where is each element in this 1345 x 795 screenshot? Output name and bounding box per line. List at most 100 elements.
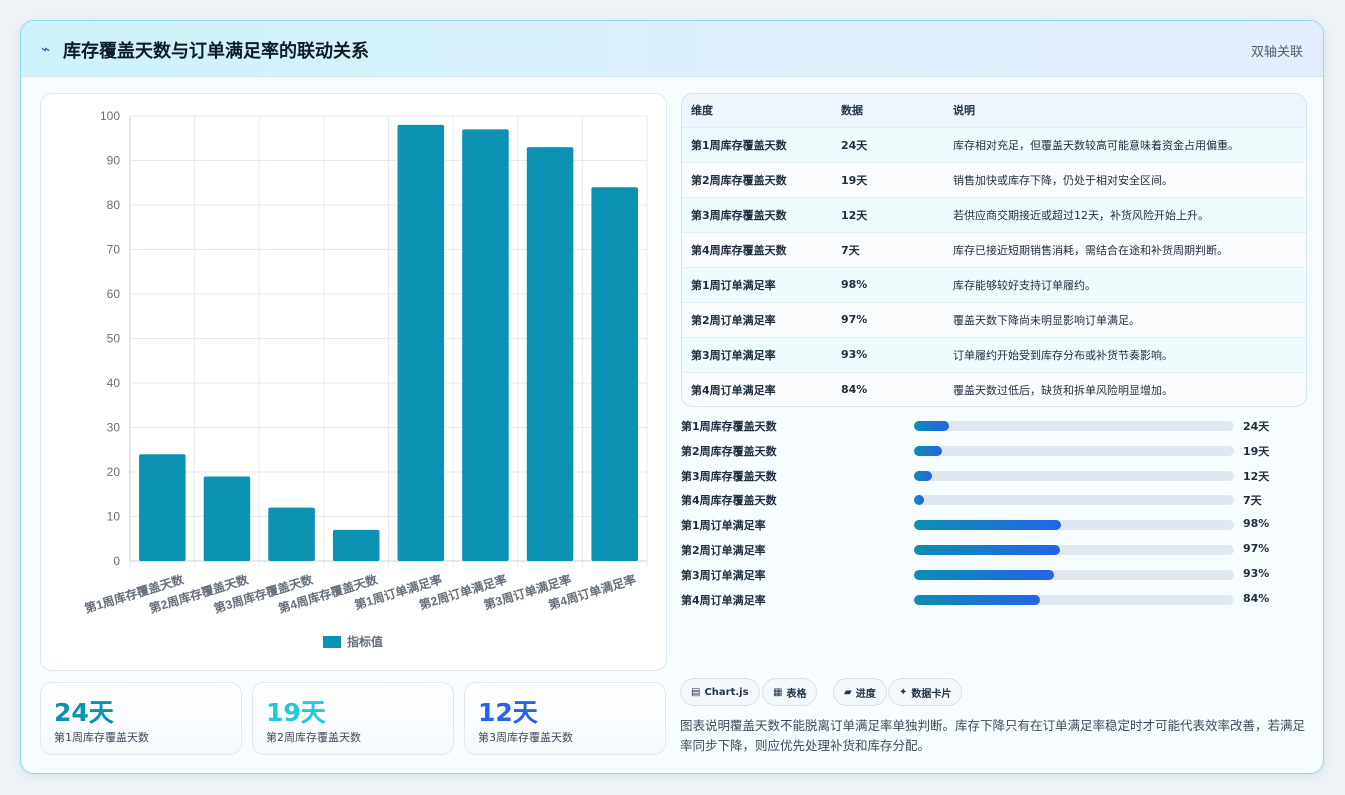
bar bbox=[139, 454, 186, 561]
table-row: 第4周订单满足率 84% 覆盖天数过低后，缺货和拆单风险明显增加。 bbox=[682, 372, 1306, 406]
table-cell-data: 7天 bbox=[841, 243, 860, 257]
progress-value: 24天 bbox=[1243, 420, 1270, 433]
progress-label: 第1周库存覆盖天数 bbox=[681, 420, 777, 433]
y-tick-label: 70 bbox=[107, 243, 121, 257]
chart-icon: ▤ bbox=[691, 686, 701, 698]
progress-track bbox=[914, 495, 1234, 506]
table-cell-data: 24天 bbox=[841, 138, 868, 152]
progress-value: 19天 bbox=[1243, 444, 1270, 458]
chip-label: Chart.js bbox=[704, 686, 749, 698]
table-row: 第1周库存覆盖天数 24天 库存相对充足，但覆盖天数较高可能意味着资金占用偏重。 bbox=[682, 127, 1306, 162]
progress-row: 第4周库存覆盖天数 7天 bbox=[681, 490, 1311, 510]
table-cell-note: 覆盖天数过低后，缺货和拆单风险明显增加。 bbox=[953, 383, 1173, 397]
table-row: 第1周订单满足率 98% 库存能够较好支持订单履约。 bbox=[682, 267, 1306, 302]
y-tick-label: 0 bbox=[113, 554, 120, 568]
progress-value: 97% bbox=[1243, 542, 1270, 555]
progress-row: 第1周订单满足率 98% bbox=[681, 515, 1311, 535]
table-header-dimension: 维度 bbox=[691, 104, 713, 118]
chip-progress[interactable]: ▰ 进度 bbox=[833, 678, 887, 706]
kpi-label: 第3周库存覆盖天数 bbox=[478, 731, 573, 744]
data-table: 维度 数据 说明 第1周库存覆盖天数 24天 库存相对充足，但覆盖天数较高可能意味着… bbox=[681, 93, 1307, 407]
table-cell-note: 库存能够较好支持订单履约。 bbox=[953, 278, 1096, 292]
table-cell-data: 19天 bbox=[841, 173, 868, 187]
y-tick-label: 20 bbox=[107, 465, 121, 479]
table-row: 第4周库存覆盖天数 7天 库存已接近短期销售消耗，需结合在途和补货周期判断。 bbox=[682, 232, 1306, 267]
table-header-row: 维度 数据 说明 bbox=[682, 94, 1306, 127]
sparkle-icon: ✦ bbox=[899, 686, 908, 698]
progress-track bbox=[914, 594, 1234, 605]
legend-swatch bbox=[323, 636, 341, 648]
progress-fill bbox=[914, 520, 1062, 531]
progress-value: 84% bbox=[1243, 591, 1270, 605]
kpi-value: 19天 bbox=[266, 698, 326, 727]
page-title: 库存覆盖天数与订单满足率的联动关系 bbox=[63, 41, 369, 62]
table-cell-data: 93% bbox=[841, 348, 868, 361]
progress-fill bbox=[914, 470, 932, 481]
progress-row: 第3周库存覆盖天数 12天 bbox=[681, 466, 1311, 486]
header-tag: 双轴关联 bbox=[1250, 45, 1303, 60]
y-tick-label: 100 bbox=[100, 109, 120, 123]
table-cell-note: 库存已接近短期销售消耗，需结合在途和补货周期判断。 bbox=[953, 243, 1228, 257]
table-cell-data: 84% bbox=[841, 383, 868, 397]
table-cell-data: 98% bbox=[841, 278, 868, 291]
table-cell-note: 覆盖天数下降尚未明显影响订单满足。 bbox=[953, 313, 1140, 327]
kpi-card: 24天第1周库存覆盖天数 bbox=[40, 682, 242, 755]
progress-fill bbox=[914, 421, 950, 431]
table-row: 第3周库存覆盖天数 12天 若供应商交期接近或超过12天，补货风险开始上升。 bbox=[682, 197, 1306, 232]
y-tick-label: 50 bbox=[107, 332, 121, 346]
kpi-label: 第2周库存覆盖天数 bbox=[266, 731, 361, 744]
y-tick-label: 90 bbox=[107, 154, 121, 168]
table-cell-dimension: 第3周订单满足率 bbox=[691, 348, 776, 362]
progress-value: 93% bbox=[1243, 566, 1270, 580]
chart-description: 图表说明覆盖天数不能脱离订单满足率单独判断。库存下降只有在订单满足率稳定时才可能… bbox=[680, 718, 1306, 753]
progress-label: 第1周订单满足率 bbox=[681, 519, 766, 533]
chip-label: 进度 bbox=[855, 688, 876, 700]
progress-value: 98% bbox=[1243, 517, 1270, 531]
y-tick-label: 10 bbox=[107, 510, 121, 524]
table-row: 第3周订单满足率 93% 订单履约开始受到库存分布或补货节奏影响。 bbox=[682, 337, 1306, 372]
bar bbox=[526, 147, 574, 561]
progress-label: 第3周库存覆盖天数 bbox=[681, 469, 777, 483]
y-tick-label: 30 bbox=[107, 421, 121, 435]
progress-row: 第1周库存覆盖天数 24天 bbox=[681, 416, 1311, 436]
kpi-card: 12天 第3周库存覆盖天数 bbox=[464, 682, 666, 755]
table-cell-note: 库存相对充足，但覆盖天数较高可能意味着资金占用偏重。 bbox=[953, 138, 1239, 152]
table-cell-dimension: 第3周库存覆盖天数 bbox=[691, 208, 787, 222]
chip-sparkle[interactable]: ✦ 数据卡片 bbox=[888, 678, 963, 706]
progress-label: 第2周库存覆盖天数 bbox=[681, 444, 777, 458]
table-cell-dimension: 第2周库存覆盖天数 bbox=[691, 173, 787, 187]
table-row: 第2周订单满足率 97% 覆盖天数下降尚未明显影响订单满足。 bbox=[682, 302, 1306, 337]
progress-row: 第2周订单满足率 97% bbox=[681, 540, 1311, 560]
legend-label: 指标值 bbox=[347, 634, 383, 649]
table-cell-dimension: 第4周库存覆盖天数 bbox=[691, 243, 787, 257]
progress-track bbox=[914, 545, 1234, 555]
y-tick-label: 60 bbox=[107, 287, 121, 301]
progress-row: 第2周库存覆盖天数 19天 bbox=[681, 441, 1311, 461]
kpi-value: 24天 bbox=[54, 698, 114, 727]
progress-track bbox=[914, 569, 1234, 580]
kpi-label: 第1周库存覆盖天数 bbox=[54, 731, 149, 744]
progress-track bbox=[914, 421, 1234, 431]
progress-label: 第3周订单满足率 bbox=[681, 568, 766, 582]
bar bbox=[203, 476, 251, 561]
progress-label: 第2周订单满足率 bbox=[681, 544, 766, 557]
chip-label: 表格 bbox=[786, 688, 807, 700]
chip-table[interactable]: ▦ 表格 bbox=[762, 678, 818, 706]
dashboard-card: ⌁ 库存覆盖天数与订单满足率的联动关系 双轴关联 0 10 20 30 40 50 60 70… bbox=[20, 20, 1324, 774]
progress-track bbox=[914, 520, 1234, 531]
chip-chart[interactable]: ▤ Chart.js bbox=[680, 678, 760, 706]
table-cell-note: 若供应商交期接近或超过12天，补货风险开始上升。 bbox=[953, 208, 1209, 222]
table-cell-dimension: 第1周库存覆盖天数 bbox=[691, 138, 787, 152]
table-header-note: 说明 bbox=[953, 104, 975, 118]
bar bbox=[332, 529, 380, 561]
chart-panel: 0 10 20 30 40 50 60 70 80 90 100 第1周库存覆盖天数 第2周库存覆盖天数… bbox=[40, 93, 667, 671]
kpi-card: 19天第2周库存覆盖天数 bbox=[252, 682, 454, 755]
table-icon: ▦ bbox=[773, 686, 783, 698]
bar bbox=[462, 129, 509, 561]
lightning-icon: ⌁ bbox=[41, 40, 51, 58]
y-tick-label: 80 bbox=[107, 198, 121, 212]
progress-fill bbox=[914, 594, 1041, 605]
progress-track bbox=[914, 445, 1234, 456]
table-cell-dimension: 第2周订单满足率 bbox=[691, 313, 776, 327]
table-cell-note: 订单履约开始受到库存分布或补货节奏影响。 bbox=[953, 348, 1173, 362]
